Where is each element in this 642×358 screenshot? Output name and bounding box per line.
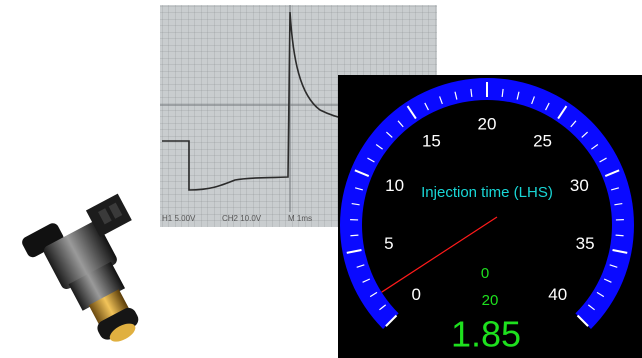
gauge-tick-label: 25	[533, 131, 552, 150]
injector	[20, 189, 180, 358]
gauge: 0 5 10 15 20 25 30 35 40 Injection time (LHS) 0 20 1…	[338, 75, 642, 358]
value-readout: 1.85	[451, 314, 521, 355]
gauge-tick-label: 5	[384, 234, 393, 253]
gauge-minor-tick	[350, 235, 358, 236]
gauge-tick-label: 40	[548, 285, 567, 304]
gauge-tick-label: 30	[570, 176, 589, 195]
gauge-tick-label: 35	[576, 234, 595, 253]
scope-label: M 1ms	[288, 214, 312, 223]
max-readout: 20	[482, 292, 499, 309]
page: {"oscilloscope": {"labels": ["H1 5.00V",…	[0, 0, 642, 358]
gauge-title: Injection time (LHS)	[421, 184, 553, 201]
min-readout: 0	[481, 265, 489, 282]
scope-label: H1 5.00V	[162, 214, 196, 223]
gauge-tick-label: 10	[385, 176, 404, 195]
scope-label: CH2 10.0V	[222, 214, 262, 223]
gauge-tick-label: 20	[478, 114, 497, 133]
scene: H1 5.00V CH2 10.0V M 1ms 0 5 10 15 20 25 30 35 4…	[0, 0, 642, 358]
gauge-tick-label: 0	[412, 285, 421, 304]
gauge-minor-tick	[616, 235, 624, 236]
gauge-tick-label: 15	[422, 131, 441, 150]
